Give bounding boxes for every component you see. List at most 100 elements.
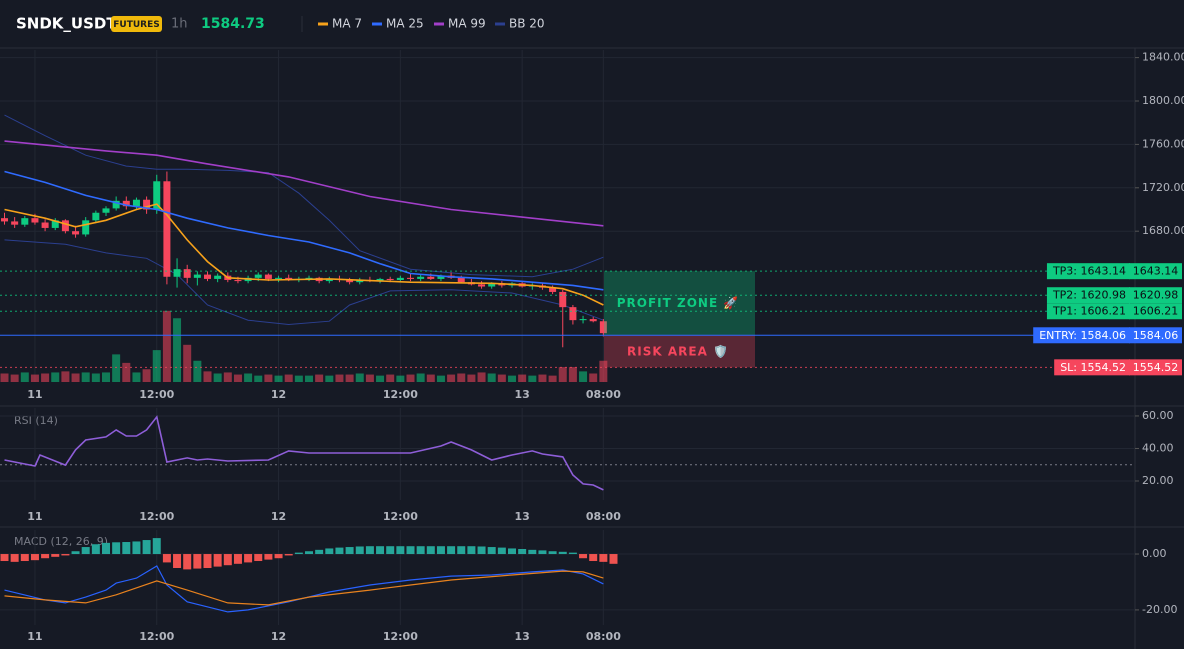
x-tick-label: 12:00 (383, 388, 418, 401)
macd-bar (20, 554, 29, 562)
volume-bar (497, 374, 506, 382)
candle-body (163, 181, 171, 277)
volume-bar (10, 374, 19, 382)
volume-bar (152, 350, 161, 382)
bb-lower (4, 239, 604, 326)
candle-body (112, 200, 120, 209)
candle-body (488, 283, 496, 287)
macd-bar (345, 547, 354, 555)
x-tick-label: 11 (27, 388, 42, 401)
volume-bar (518, 374, 527, 382)
macd-bar (497, 547, 506, 555)
macd-bar (81, 547, 90, 555)
macd-bar (467, 546, 476, 555)
macd-bar (233, 554, 242, 564)
candle-body (305, 277, 313, 279)
candle-body (407, 277, 414, 279)
macd-bar (426, 546, 435, 555)
candle-body (376, 278, 384, 282)
macd-bar (508, 548, 516, 555)
volume-bar (173, 318, 182, 382)
macd-bar (152, 538, 161, 555)
volume-bar (558, 367, 567, 382)
pane-title: RSI (14) (14, 414, 58, 427)
macd-bar (51, 554, 60, 557)
candle-body (102, 208, 110, 213)
candle-body (437, 275, 445, 279)
x-tick-label: 08:00 (586, 388, 621, 401)
volume-bar (254, 375, 263, 382)
candle-body (254, 274, 262, 278)
volume-bar (223, 372, 232, 382)
candle-body (579, 319, 587, 321)
volume-bar (102, 372, 110, 382)
volume-bar (142, 369, 151, 382)
macd-bar (518, 549, 527, 555)
macd-bar (193, 554, 202, 569)
macd-line (4, 565, 604, 613)
y-tick-label: 60.00 (1142, 409, 1174, 422)
level-axis-label: 1643.14 (1133, 265, 1179, 278)
x-tick-label: 13 (514, 630, 529, 643)
macd-bar (30, 554, 39, 561)
y-tick-label: 1680.00 (1142, 224, 1184, 237)
macd-bar (335, 547, 344, 555)
macd-bar (61, 554, 70, 556)
x-tick-label: 12 (271, 630, 286, 643)
macd-bar (315, 549, 324, 555)
volume-bar (30, 374, 39, 382)
zone-label: RISK AREA 🛡️ (627, 344, 729, 358)
volume-bar (233, 374, 242, 382)
rsi-line (4, 415, 604, 491)
legend-label: MA 99 (448, 17, 486, 31)
volume-bar (416, 373, 425, 382)
zone (604, 335, 755, 368)
level-label-bg (1033, 327, 1130, 344)
volume-bar (305, 375, 313, 382)
volume-bar (487, 373, 496, 382)
macd-bar (112, 542, 121, 555)
moving-average (4, 140, 604, 227)
level-axis-bg (1129, 327, 1182, 344)
x-tick-label: 12:00 (139, 510, 174, 523)
candle-body (122, 200, 130, 207)
x-tick-label: 08:00 (586, 510, 621, 523)
volume-bar (0, 373, 9, 382)
candle-body (193, 274, 201, 278)
macd-bar (244, 554, 253, 563)
macd-bar (41, 554, 50, 559)
y-tick-label: 0.00 (1142, 547, 1167, 560)
macd-bar (579, 554, 588, 559)
badge-bg (111, 16, 162, 32)
volume-bar (345, 374, 354, 382)
y-tick-label: 20.00 (1142, 474, 1174, 487)
volume-bar (568, 367, 577, 382)
macd-bar (274, 554, 283, 559)
level-label-bg (1054, 359, 1130, 376)
macd-bar (284, 554, 293, 556)
legend-label: MA 25 (386, 17, 424, 31)
macd-bar (132, 541, 141, 555)
level-axis-label: 1584.06 (1133, 329, 1179, 342)
macd-bar (376, 546, 385, 555)
volume-bar (244, 373, 253, 382)
x-tick-label: 12 (271, 388, 286, 401)
macd-bar (447, 546, 456, 555)
candle-body (72, 231, 80, 235)
macd-bar (254, 554, 263, 562)
macd-bar (102, 542, 110, 555)
level-label: TP3: 1643.14 (1052, 265, 1126, 278)
macd-bar (213, 554, 222, 567)
macd-bar (396, 546, 405, 555)
moving-average (4, 170, 604, 291)
x-tick-label: 13 (514, 388, 529, 401)
zone-label: PROFIT ZONE 🚀 (617, 296, 740, 310)
macd-bar (203, 554, 212, 568)
legend-label: BB 20 (509, 17, 545, 31)
macd-bar (91, 544, 100, 555)
volume-bar (122, 362, 131, 382)
volume-bar (132, 372, 141, 382)
x-tick-label: 11 (27, 510, 42, 523)
candle-body (61, 220, 69, 232)
macd-bar (173, 554, 182, 568)
